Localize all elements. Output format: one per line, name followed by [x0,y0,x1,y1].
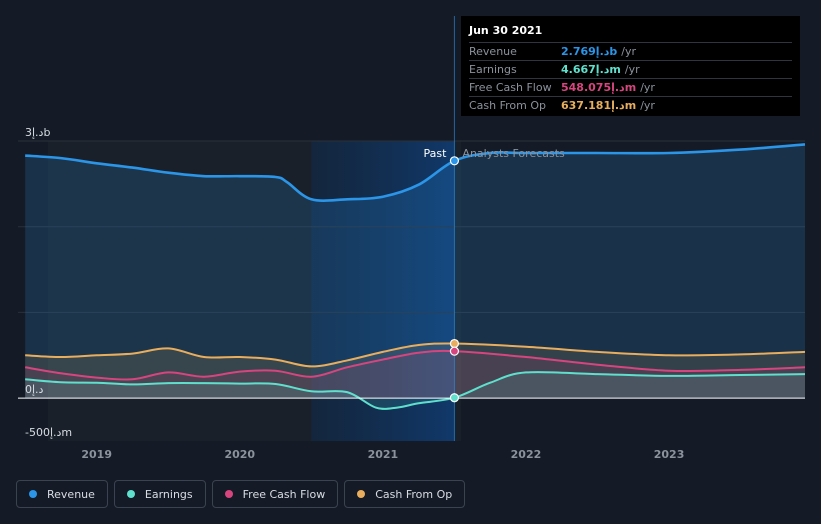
past-label: Past [423,147,447,160]
free-cash-flow-area [25,350,806,399]
y-tick-label: 0د.إ [25,383,44,396]
chart-legend: Revenue Earnings Free Cash Flow Cash From O… [16,480,466,508]
x-tick-label: 2019 [81,448,112,461]
earnings-area [25,372,806,409]
x-axis-labels: 2019 2020 2021 2022 2023 [81,448,684,461]
revenue-marker [449,156,460,166]
revenue-area [25,144,806,399]
legend-dot-icon [224,490,233,498]
tooltip-markers [449,156,460,403]
tooltip-row-unit: /yr [640,81,655,94]
tooltip-row-unit: /yr [640,99,655,112]
legend-item-earnings[interactable]: Earnings [113,480,206,508]
tooltip-row-value: 4.667د.إm [561,63,621,76]
x-tick-label: 2022 [511,448,542,461]
tooltip-row-value: 2.769د.إb [561,45,618,58]
tooltip-row-value: 637.181د.إm [561,99,637,112]
tooltip-row-value: 548.075د.إm [561,81,637,94]
tooltip-row-revenue: Revenue 2.769د.إb/yr [469,43,792,61]
y-tick-label: 3د.إb [25,126,50,139]
tooltip-row-unit: /yr [621,45,637,58]
cash-from-op-area [25,343,806,399]
tooltip-row-label: Free Cash Flow [469,81,552,94]
tooltip-row-label: Earnings [469,63,517,76]
tooltip-row-unit: /yr [624,63,640,76]
x-tick-label: 2023 [654,448,685,461]
tooltip-row-free-cash-flow: Free Cash Flow 548.075د.إm/yr [469,79,792,97]
tooltip-row-cash-from-op: Cash From Op 637.181د.إm/yr [469,97,792,114]
legend-dot-icon [126,490,135,498]
tooltip-row-label: Revenue [469,45,517,58]
legend-label: Free Cash Flow [242,487,326,501]
series-lines [24,143,806,410]
revenue-line [25,143,806,202]
tooltip-date: Jun 30 2021 [469,24,792,43]
earnings-line [25,371,806,410]
cash-from-op-marker [449,338,460,349]
cash-from-op-line [25,342,806,368]
gridlines [18,140,805,313]
legend-dot-icon [29,490,37,498]
x-tick-label: 2021 [368,448,399,461]
legend-label: Revenue [47,487,95,501]
legend-label: Earnings [144,487,193,501]
y-tick-label: -500د.إm [25,426,72,439]
free-cash-flow-line [24,349,806,381]
forecast-label: Analysts Forecasts [462,147,565,160]
legend-dot-icon [357,490,366,498]
legend-item-free-cash-flow[interactable]: Free Cash Flow [211,480,339,508]
tooltip-row-label: Cash From Op [469,99,547,112]
y-axis-labels: 3د.إb 0د.إ -500د.إm [25,126,72,439]
data-tooltip: Jun 30 2021 Revenue 2.769د.إb/yr Earnings 4… [461,16,800,116]
earnings-marker [449,393,460,403]
series-areas [25,144,806,409]
tooltip-row-earnings: Earnings 4.667د.إm/yr [469,61,792,79]
legend-item-revenue[interactable]: Revenue [16,480,108,508]
legend-label: Cash From Op [375,487,453,501]
legend-item-cash-from-op[interactable]: Cash From Op [344,480,466,508]
free-cash-flow-marker [449,346,460,356]
x-tick-label: 2020 [224,448,255,461]
